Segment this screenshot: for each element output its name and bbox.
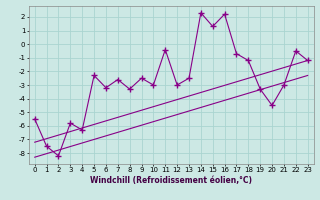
- X-axis label: Windchill (Refroidissement éolien,°C): Windchill (Refroidissement éolien,°C): [90, 176, 252, 185]
